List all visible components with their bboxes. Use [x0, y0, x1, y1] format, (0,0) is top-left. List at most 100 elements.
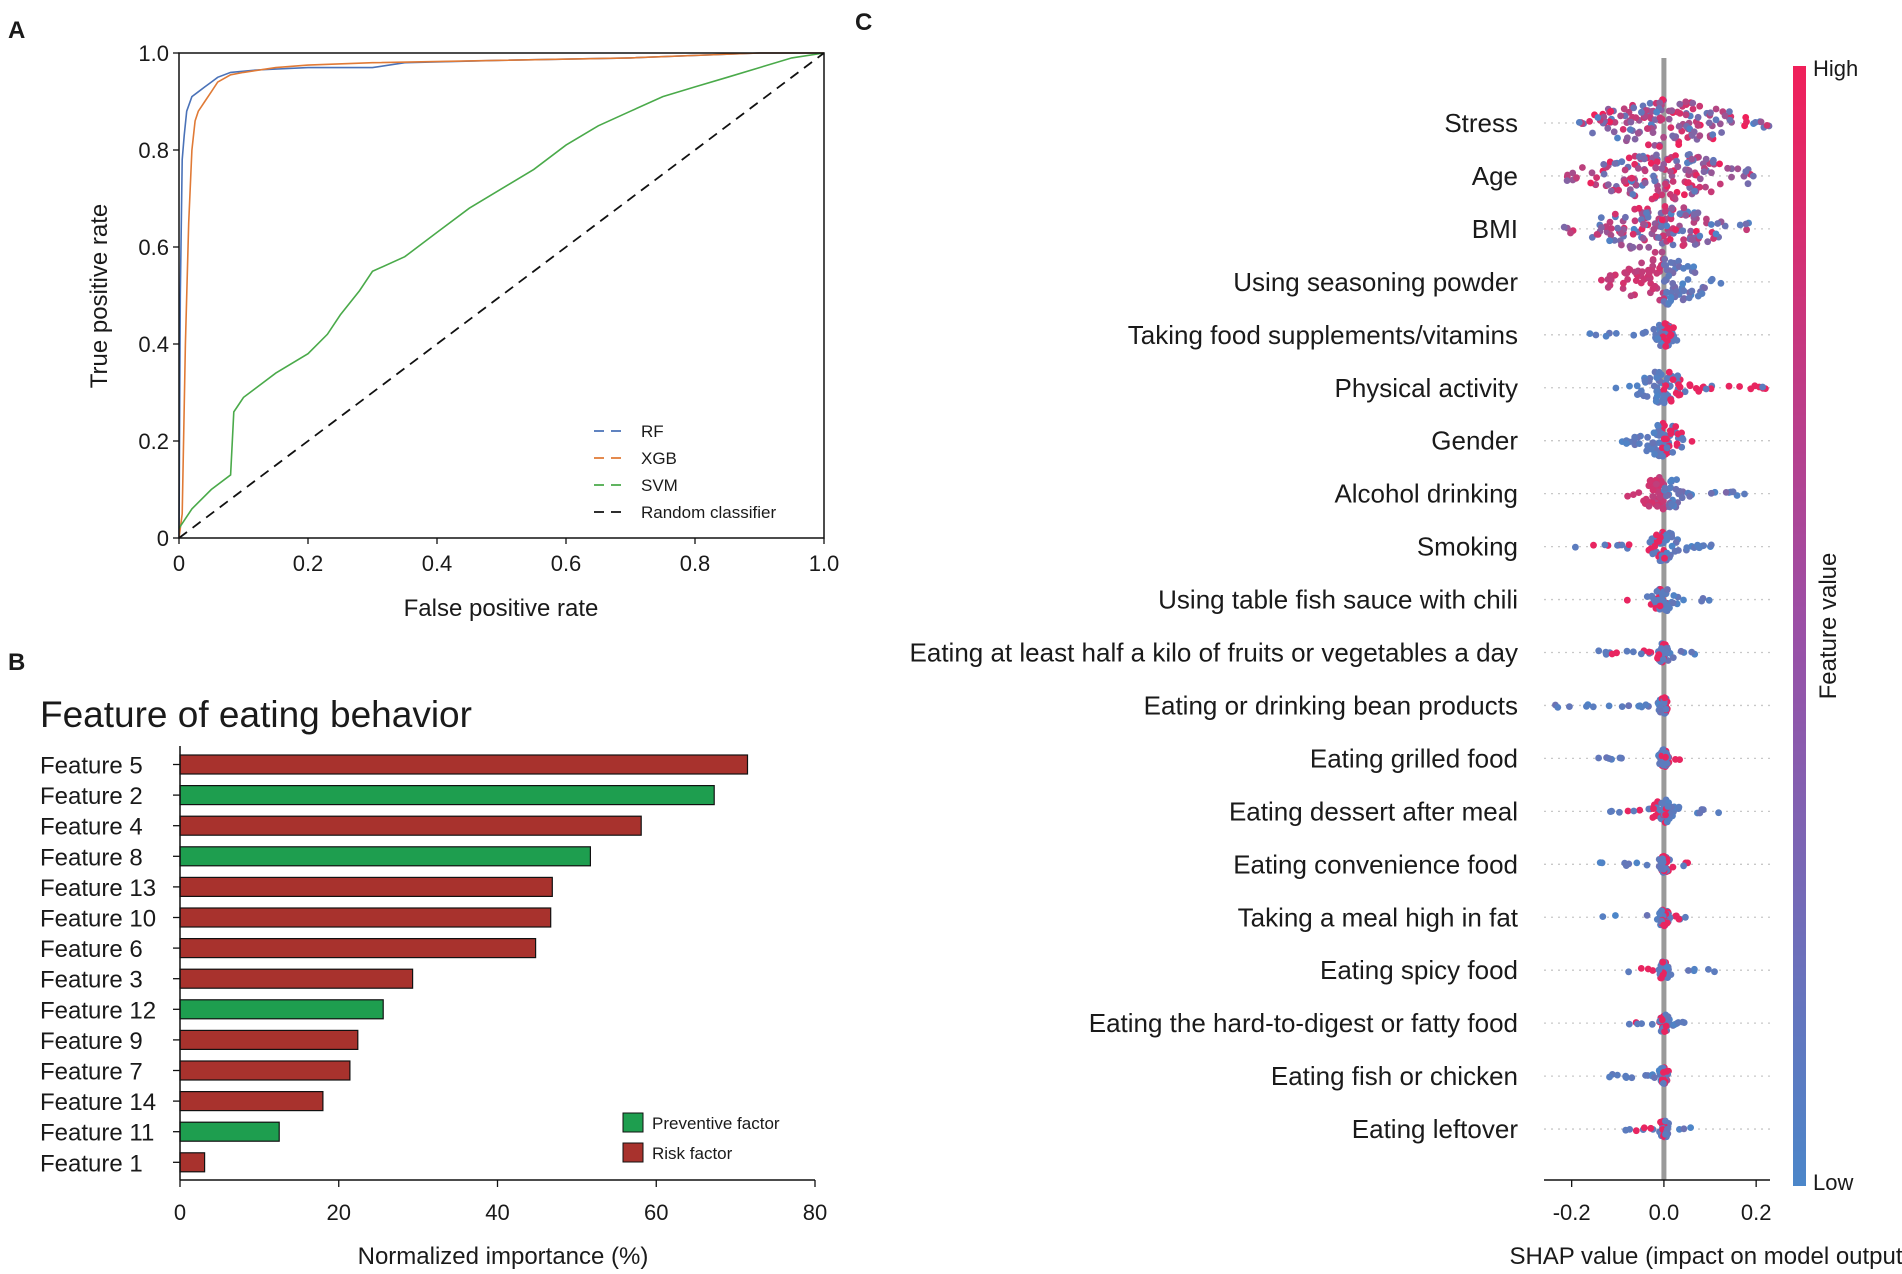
shap-dot	[1679, 227, 1687, 235]
shap-dot	[1566, 703, 1573, 710]
shap-dot	[1662, 180, 1669, 188]
shap-dot	[1654, 421, 1662, 429]
shap-dot	[1635, 489, 1643, 496]
shap-dot	[1629, 648, 1637, 656]
shap-dot	[1644, 433, 1651, 441]
shap-dot	[1659, 452, 1666, 460]
shap-dot	[1674, 163, 1682, 171]
shap-dot	[1612, 330, 1620, 337]
shap-dot	[1635, 204, 1643, 212]
shap-dot	[1598, 276, 1605, 284]
shap-feature-label-age: Age	[1472, 161, 1518, 191]
shap-dot	[1649, 493, 1657, 500]
shap-dot	[1694, 122, 1702, 129]
shap-dot	[1598, 224, 1605, 231]
shap-dot	[1666, 236, 1674, 243]
roc-y-tick-label: 0	[157, 526, 169, 551]
roc-x-tick-label: 0.6	[551, 551, 582, 576]
shap-dot	[1688, 287, 1696, 295]
shap-dot	[1663, 222, 1671, 230]
bar-legend-label-preventive: Preventive factor	[652, 1114, 780, 1133]
shap-dot	[1647, 159, 1655, 167]
bar-category-label: Feature 10	[40, 906, 156, 933]
shap-dot	[1629, 191, 1637, 198]
shap-dot	[1669, 280, 1677, 287]
shap-dot	[1677, 647, 1685, 655]
shap-dot	[1588, 169, 1596, 177]
shap-dot	[1595, 754, 1602, 762]
shap-dot	[1705, 966, 1712, 973]
shap-dot	[1698, 290, 1706, 297]
shap-dot	[1675, 915, 1683, 923]
shap-dot	[1638, 268, 1646, 276]
shap-dot	[1707, 188, 1715, 196]
shap-dot	[1607, 225, 1615, 232]
shap-feature-label-eating-at-least-half-a-kilo-of-fruits-or-vegetables-a-day: Eating at least half a kilo of fruits or…	[910, 638, 1518, 668]
shap-dot	[1643, 861, 1651, 869]
shap-dot	[1607, 187, 1615, 195]
shap-dot	[1661, 1028, 1668, 1035]
shap-chart: Stress Age BMI Using seasoning powder Taking…	[910, 56, 1902, 1270]
shap-feature-labels: Stress Age BMI Using seasoning powder Taking…	[910, 108, 1519, 1144]
shap-dot	[1645, 502, 1653, 510]
shap-dot	[1691, 269, 1699, 276]
shap-x-tick-label: 0.0	[1649, 1200, 1680, 1225]
shap-dot	[1684, 276, 1692, 283]
shap-dot	[1747, 385, 1755, 393]
shap-dot	[1672, 152, 1679, 160]
shap-dot	[1662, 492, 1670, 500]
shap-dot	[1601, 541, 1609, 549]
shap-dot	[1654, 234, 1662, 241]
shap-dot	[1640, 1124, 1648, 1132]
shap-dot	[1655, 966, 1663, 974]
shap-dot	[1726, 108, 1733, 115]
shap-dot	[1680, 204, 1688, 212]
shap-dot	[1722, 489, 1730, 496]
shap-dot	[1687, 227, 1695, 235]
shap-dot	[1650, 805, 1657, 812]
shap-dot	[1653, 158, 1661, 166]
shap-dot	[1682, 98, 1690, 106]
colorbar-low-label: Low	[1813, 1170, 1853, 1195]
shap-dot	[1728, 173, 1735, 181]
shap-dot	[1663, 549, 1671, 557]
shap-dot	[1628, 1074, 1636, 1082]
colorbar	[1793, 66, 1806, 1186]
shap-dot	[1749, 172, 1757, 180]
shap-dot	[1614, 1071, 1621, 1079]
shap-dot	[1687, 1124, 1694, 1131]
bar-category-label: Feature 4	[40, 814, 143, 841]
shap-dot	[1654, 186, 1662, 194]
shap-dot	[1564, 171, 1571, 179]
shap-dot	[1634, 129, 1642, 137]
shap-dot	[1707, 489, 1715, 497]
shap-dot	[1663, 288, 1670, 296]
shap-dot	[1624, 134, 1631, 142]
roc-x-tick-label: 0	[173, 551, 185, 576]
shap-dot	[1726, 116, 1734, 124]
shap-dot	[1690, 263, 1698, 271]
shap-dot	[1643, 912, 1651, 919]
shap-dot	[1689, 236, 1696, 244]
shap-dot	[1686, 184, 1694, 192]
shap-dot	[1600, 170, 1608, 178]
shap-dot	[1622, 862, 1630, 869]
shap-dot	[1664, 586, 1671, 593]
shap-dot	[1696, 102, 1704, 110]
shap-dot	[1597, 214, 1605, 222]
shap-dot	[1685, 167, 1693, 175]
shap-dot	[1587, 179, 1595, 187]
shap-dot	[1626, 1126, 1634, 1133]
shap-dot	[1625, 968, 1632, 976]
shap-x-ticks: -0.2 0.0 0.2	[1553, 1180, 1771, 1225]
shap-dot	[1662, 1022, 1670, 1030]
shap-dot	[1641, 155, 1648, 163]
shap-dot	[1638, 259, 1645, 267]
shap-dot	[1608, 650, 1616, 658]
shap-dot	[1691, 187, 1698, 195]
shap-dot	[1616, 808, 1623, 816]
shap-dot	[1667, 294, 1675, 301]
shap-dot	[1716, 160, 1723, 168]
shap-dot	[1734, 165, 1742, 173]
shap-dot	[1672, 485, 1680, 493]
